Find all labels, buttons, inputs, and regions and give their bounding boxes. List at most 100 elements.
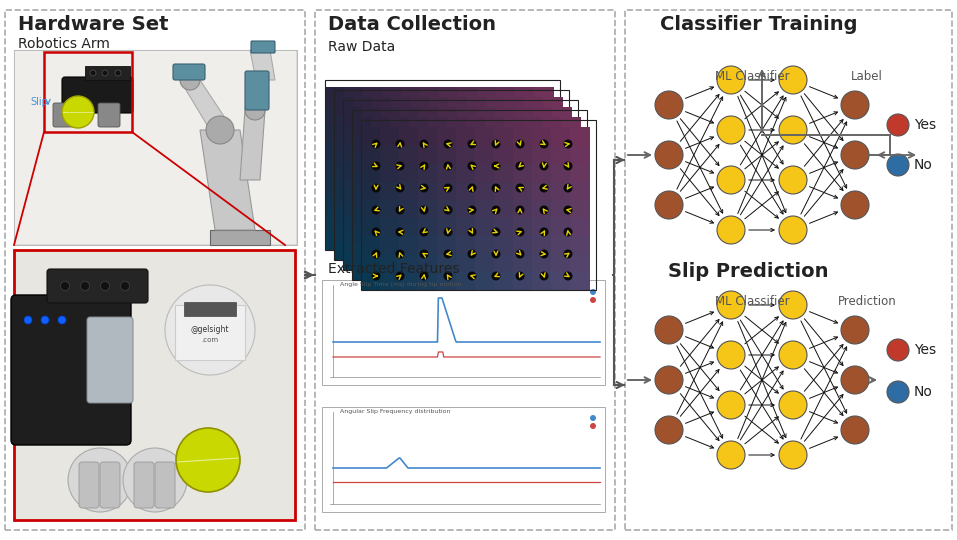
FancyBboxPatch shape (467, 115, 487, 134)
FancyBboxPatch shape (437, 163, 457, 182)
FancyBboxPatch shape (380, 235, 400, 254)
Circle shape (841, 91, 869, 119)
FancyBboxPatch shape (410, 97, 430, 116)
FancyBboxPatch shape (494, 127, 514, 146)
FancyBboxPatch shape (352, 171, 372, 190)
FancyBboxPatch shape (513, 127, 533, 146)
FancyBboxPatch shape (625, 10, 952, 530)
Text: Raw Data: Raw Data (328, 40, 395, 54)
FancyBboxPatch shape (399, 145, 419, 164)
FancyBboxPatch shape (515, 213, 535, 232)
FancyBboxPatch shape (418, 145, 438, 164)
FancyBboxPatch shape (504, 135, 524, 154)
FancyBboxPatch shape (552, 215, 572, 234)
FancyBboxPatch shape (363, 195, 383, 214)
Circle shape (58, 316, 66, 324)
FancyBboxPatch shape (532, 199, 552, 218)
Circle shape (717, 291, 745, 319)
FancyBboxPatch shape (409, 261, 429, 280)
Circle shape (655, 191, 683, 219)
FancyBboxPatch shape (551, 253, 571, 272)
FancyBboxPatch shape (361, 199, 381, 218)
Circle shape (717, 341, 745, 369)
FancyBboxPatch shape (343, 107, 363, 126)
FancyBboxPatch shape (399, 253, 419, 272)
FancyBboxPatch shape (495, 143, 515, 162)
Text: Label: Label (851, 70, 883, 83)
FancyBboxPatch shape (420, 177, 440, 196)
FancyBboxPatch shape (438, 161, 458, 180)
FancyBboxPatch shape (447, 243, 467, 262)
FancyBboxPatch shape (420, 123, 440, 142)
FancyBboxPatch shape (504, 171, 524, 190)
FancyBboxPatch shape (325, 177, 345, 196)
FancyBboxPatch shape (505, 241, 525, 260)
Circle shape (717, 391, 745, 419)
Circle shape (841, 191, 869, 219)
FancyBboxPatch shape (429, 97, 449, 116)
FancyBboxPatch shape (390, 207, 410, 226)
FancyBboxPatch shape (428, 261, 448, 280)
Circle shape (419, 139, 429, 148)
FancyBboxPatch shape (448, 97, 468, 116)
FancyBboxPatch shape (372, 169, 392, 188)
Circle shape (590, 415, 596, 421)
FancyBboxPatch shape (409, 189, 429, 208)
FancyBboxPatch shape (524, 241, 544, 260)
FancyBboxPatch shape (475, 235, 495, 254)
FancyBboxPatch shape (543, 133, 563, 152)
Circle shape (540, 206, 548, 214)
FancyBboxPatch shape (409, 153, 429, 172)
FancyBboxPatch shape (477, 105, 497, 124)
Circle shape (443, 161, 453, 171)
Circle shape (468, 206, 477, 214)
FancyBboxPatch shape (467, 151, 487, 170)
FancyBboxPatch shape (98, 103, 120, 127)
FancyBboxPatch shape (371, 261, 391, 280)
FancyBboxPatch shape (514, 125, 534, 144)
FancyBboxPatch shape (361, 235, 381, 254)
Text: Extracted Features: Extracted Features (328, 262, 459, 276)
FancyBboxPatch shape (570, 271, 590, 290)
FancyBboxPatch shape (399, 235, 419, 254)
FancyBboxPatch shape (543, 187, 563, 206)
FancyBboxPatch shape (418, 199, 438, 218)
FancyBboxPatch shape (561, 171, 581, 190)
FancyBboxPatch shape (532, 217, 552, 236)
FancyBboxPatch shape (352, 153, 372, 172)
FancyBboxPatch shape (344, 87, 364, 106)
FancyBboxPatch shape (344, 213, 364, 232)
Circle shape (717, 166, 745, 194)
FancyBboxPatch shape (14, 250, 295, 520)
FancyBboxPatch shape (543, 151, 563, 170)
FancyBboxPatch shape (513, 181, 533, 200)
Text: ML Classifier: ML Classifier (715, 70, 790, 83)
Text: .com: .com (201, 337, 218, 343)
Circle shape (516, 161, 524, 171)
Circle shape (100, 281, 109, 291)
FancyBboxPatch shape (371, 135, 391, 154)
FancyBboxPatch shape (400, 161, 420, 180)
FancyBboxPatch shape (514, 143, 534, 162)
FancyBboxPatch shape (477, 231, 497, 250)
FancyBboxPatch shape (344, 195, 364, 214)
FancyBboxPatch shape (401, 105, 421, 124)
FancyBboxPatch shape (334, 205, 354, 224)
FancyBboxPatch shape (371, 225, 391, 244)
FancyBboxPatch shape (514, 179, 534, 198)
FancyBboxPatch shape (382, 123, 402, 142)
FancyBboxPatch shape (477, 195, 497, 214)
FancyBboxPatch shape (476, 215, 496, 234)
Text: Prediction: Prediction (837, 295, 897, 308)
Circle shape (492, 184, 501, 192)
FancyBboxPatch shape (456, 253, 476, 272)
Circle shape (443, 206, 453, 214)
Circle shape (590, 289, 596, 295)
FancyBboxPatch shape (400, 179, 420, 198)
FancyBboxPatch shape (570, 127, 590, 146)
Circle shape (516, 249, 524, 259)
FancyBboxPatch shape (382, 195, 402, 214)
Circle shape (206, 116, 234, 144)
FancyBboxPatch shape (514, 161, 534, 180)
Circle shape (717, 216, 745, 244)
